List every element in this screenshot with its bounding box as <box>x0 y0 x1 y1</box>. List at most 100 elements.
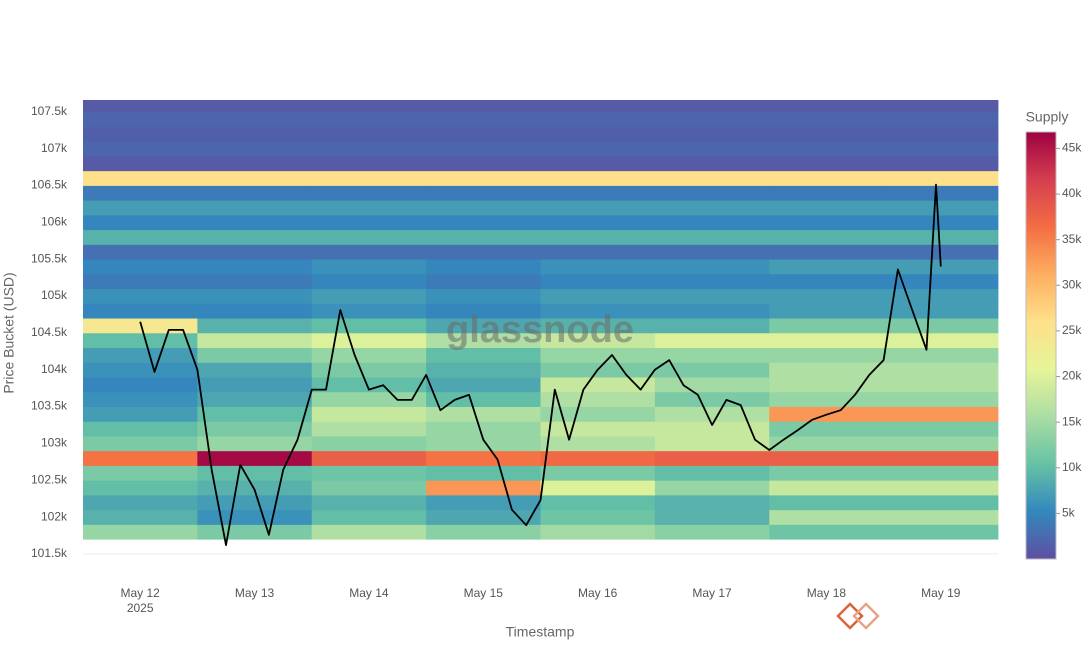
heatmap-cell <box>197 421 313 437</box>
heatmap-cell <box>769 318 885 334</box>
y-tick-label: 102.5k <box>31 472 68 486</box>
heatmap-cell <box>769 391 885 407</box>
x-tick-label: May 19 <box>921 586 961 600</box>
colorbar-tick-label: 45k <box>1062 141 1082 155</box>
heatmap-cell <box>769 126 885 142</box>
heatmap-cell <box>769 377 885 393</box>
heatmap-cell <box>540 377 656 393</box>
heatmap-cell <box>540 509 656 525</box>
heatmap-cell <box>83 111 198 127</box>
heatmap-cell <box>197 318 313 334</box>
y-tick-label: 107.5k <box>31 104 68 118</box>
heatmap-cell <box>426 332 541 349</box>
colorbar <box>1025 131 1057 560</box>
heatmap-cell <box>426 185 541 201</box>
heatmap-cell <box>426 421 541 437</box>
heatmap-cell <box>883 111 999 127</box>
heatmap-cell <box>540 170 656 186</box>
x-tick-label: May 12 <box>121 586 161 600</box>
heatmap-cell <box>426 170 541 186</box>
heatmap-cell <box>311 156 427 172</box>
heatmap-cell <box>654 480 770 496</box>
logo-shape <box>836 602 864 630</box>
heatmap-cell <box>883 170 999 186</box>
logo <box>836 602 880 630</box>
heatmap-cell <box>769 509 885 525</box>
heatmap-cell <box>654 141 770 157</box>
heatmap-cell <box>197 156 313 172</box>
heatmap-cell <box>540 100 656 113</box>
heatmap-cell <box>311 362 427 378</box>
heatmap-cell <box>83 494 198 511</box>
heatmap-cell <box>311 318 427 334</box>
heatmap-cell <box>197 465 313 481</box>
heatmap-cell <box>883 509 999 525</box>
heatmap-cell <box>426 111 541 127</box>
heatmap-cell <box>654 273 770 290</box>
heatmap-cell <box>311 100 427 113</box>
heatmap-cell <box>540 200 656 216</box>
heatmap-cell <box>883 362 999 378</box>
heatmap-cell <box>311 229 427 245</box>
heatmap-cell <box>883 141 999 157</box>
heatmap-cell <box>654 229 770 245</box>
heatmap-cell <box>654 347 770 363</box>
heatmap-cell <box>311 244 427 260</box>
heatmap-cell <box>540 111 656 127</box>
heatmap-cell <box>540 214 656 231</box>
colorbar-tick-label: 5k <box>1062 506 1076 520</box>
heatmap-cell <box>197 362 313 378</box>
heatmap-cell <box>426 465 541 481</box>
heatmap-cell <box>540 318 656 334</box>
heatmap-cell <box>654 362 770 378</box>
y-tick-label: 103k <box>41 436 68 450</box>
heatmap-cell <box>654 332 770 349</box>
heatmap-cell <box>83 185 198 201</box>
heatmap-cell <box>540 391 656 407</box>
heatmap-cell <box>883 406 999 422</box>
heatmap-cell <box>654 436 770 452</box>
heatmap-cell <box>83 170 198 186</box>
heatmap-cell <box>540 436 656 452</box>
heatmap-cell <box>311 303 427 319</box>
heatmap-cell <box>83 288 198 304</box>
heatmap-cell <box>311 436 427 452</box>
colorbar-tick-label: 30k <box>1062 277 1082 291</box>
heatmap-cell <box>83 347 198 363</box>
heatmap-cell <box>654 214 770 231</box>
x-tick-label: May 18 <box>807 586 847 600</box>
heatmap-cell <box>426 406 541 422</box>
heatmap-cell <box>197 494 313 511</box>
heatmap-cell <box>311 170 427 186</box>
heatmap-cell <box>883 450 999 466</box>
heatmap-cell <box>197 509 313 525</box>
colorbar-title: Supply <box>1026 109 1069 125</box>
heatmap-cell <box>769 229 885 245</box>
heatmap-cell <box>883 436 999 452</box>
heatmap-cell <box>540 288 656 304</box>
y-tick-label: 102k <box>41 509 68 523</box>
heatmap-cell <box>311 480 427 496</box>
heatmap-cell <box>426 259 541 275</box>
heatmap-cell <box>311 259 427 275</box>
heatmap-cell <box>769 273 885 290</box>
heatmap-cell <box>769 288 885 304</box>
y-tick-label: 103.5k <box>31 399 68 413</box>
heatmap-cell <box>83 524 198 540</box>
heatmap-cell <box>883 214 999 231</box>
heatmap-cell <box>197 480 313 496</box>
heatmap-cell <box>540 406 656 422</box>
heatmap-cell <box>540 421 656 437</box>
heatmap-cell <box>426 347 541 363</box>
heatmap-cell <box>311 421 427 437</box>
heatmap-cell <box>197 436 313 452</box>
heatmap-cell <box>197 141 313 157</box>
heatmap-cell <box>540 273 656 290</box>
heatmap-cell <box>83 100 198 113</box>
heatmap-cell <box>654 465 770 481</box>
heatmap-cell <box>197 259 313 275</box>
heatmap-cell <box>654 156 770 172</box>
heatmap-cell <box>83 229 198 245</box>
heatmap-cell <box>426 318 541 334</box>
heatmap-cell <box>654 185 770 201</box>
